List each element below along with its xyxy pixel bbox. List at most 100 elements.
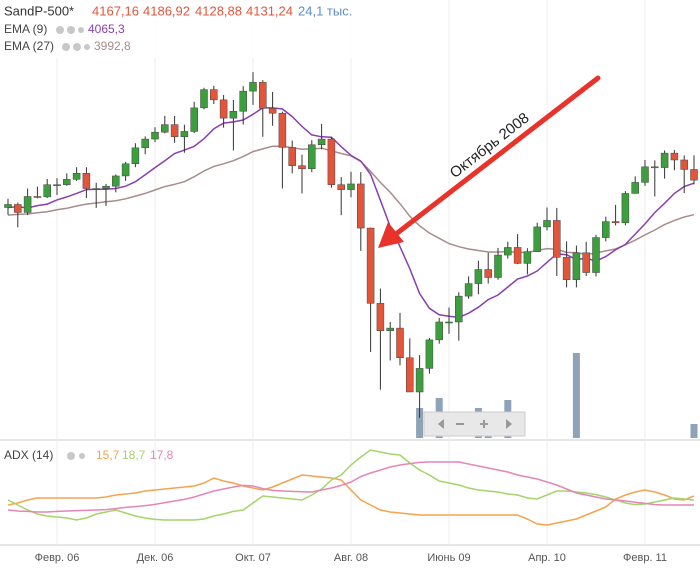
candle-body <box>445 321 453 324</box>
candle-body <box>494 254 502 278</box>
candle-body <box>102 185 110 189</box>
settings-icon[interactable] <box>73 43 81 51</box>
candle-body <box>180 131 189 138</box>
x-tick-label: Февр. 06 <box>35 552 80 564</box>
candle-body <box>386 327 394 331</box>
instrument-title: SandP-500* <box>4 3 74 18</box>
ema-value: 3992,8 <box>94 39 131 53</box>
settings-icon[interactable] <box>67 452 75 460</box>
adx-line <box>7 461 694 513</box>
candle-body <box>504 247 512 256</box>
candle-body <box>396 327 404 358</box>
candle-body <box>141 138 149 149</box>
candle-body <box>690 169 698 181</box>
candle-body <box>435 321 443 341</box>
eye-icon[interactable] <box>56 26 64 34</box>
header-value: 4128,88 <box>195 3 242 18</box>
candle-body <box>680 159 688 170</box>
volume-bar <box>572 353 580 438</box>
candle-body <box>366 227 375 304</box>
header-value: 4186,92 <box>143 3 190 18</box>
candle-body <box>592 237 600 273</box>
candle-body <box>53 184 61 186</box>
candle-body <box>533 226 541 252</box>
scroll-left[interactable] <box>438 419 444 429</box>
candle-body <box>602 221 610 238</box>
candle-body <box>474 269 483 284</box>
ema-name: EMA (27) <box>4 39 54 53</box>
scroll-right[interactable] <box>506 419 512 429</box>
adx-line <box>7 474 695 526</box>
candle-body <box>553 220 561 258</box>
volume-label: 24,1 тыс. <box>298 3 352 18</box>
candle-body <box>239 90 247 112</box>
candle-body <box>229 111 238 119</box>
volume-bar <box>416 408 424 438</box>
candle-body <box>278 112 287 148</box>
candle-body <box>317 138 326 146</box>
candle-body <box>631 182 639 194</box>
header-value: 4131,24 <box>246 3 293 18</box>
candle-body <box>23 196 32 213</box>
candle-body <box>259 82 267 109</box>
candle-body <box>464 283 473 297</box>
candle-body <box>298 165 306 169</box>
candle-body <box>660 152 669 168</box>
candle-body <box>33 196 42 198</box>
candle-body <box>151 131 159 140</box>
x-tick-label: Окт. 07 <box>235 552 271 564</box>
x-tick-label: Дек. 06 <box>137 552 174 564</box>
candle-body <box>337 184 345 190</box>
candle-body <box>376 303 385 331</box>
candle-body <box>406 357 414 393</box>
candle-body <box>523 251 532 264</box>
volume-bar <box>690 424 698 438</box>
legend-icons[interactable] <box>56 26 90 460</box>
candle-body <box>455 295 463 323</box>
annotation-arrow <box>393 75 601 237</box>
candle-body <box>562 257 571 281</box>
candle-body <box>513 247 522 264</box>
adx-value: 15,7 <box>96 448 120 462</box>
close-icon[interactable] <box>78 27 84 33</box>
x-tick-label: Авг. 08 <box>334 552 368 564</box>
candle-body <box>249 82 257 92</box>
x-tick-label: Июнь 09 <box>427 552 470 564</box>
candle-body <box>347 183 355 190</box>
close-icon[interactable] <box>84 44 90 50</box>
ema-value: 4065,3 <box>88 22 125 36</box>
candle-body <box>63 179 71 185</box>
candle-body <box>425 339 434 369</box>
candle-body <box>651 166 659 169</box>
header-value: 4167,16 <box>92 3 139 18</box>
candle-body <box>200 89 208 109</box>
candle-body <box>415 368 424 393</box>
candle-body <box>357 183 365 229</box>
candle-body <box>582 252 590 273</box>
candle-body <box>210 89 218 101</box>
close-icon[interactable] <box>79 453 85 459</box>
candle-body <box>131 147 140 165</box>
candle-body <box>308 144 316 169</box>
candle-body <box>670 152 679 161</box>
candle-body <box>543 220 551 228</box>
candle-body <box>72 173 81 180</box>
adx-values: 15,7 18,7 17,8 <box>96 448 174 462</box>
candle-body <box>288 147 296 166</box>
candle-body <box>621 193 630 223</box>
candle-body <box>219 99 228 119</box>
candle-body <box>112 175 120 187</box>
candle-body <box>268 107 277 114</box>
candle-body <box>161 124 169 133</box>
candle-body <box>170 124 179 138</box>
candle-body <box>572 252 581 281</box>
scroll-controls[interactable] <box>423 411 526 437</box>
candle-body <box>190 107 198 132</box>
adx-value: 18,7 <box>122 448 146 462</box>
settings-icon[interactable] <box>67 26 75 34</box>
eye-icon[interactable] <box>62 43 70 51</box>
candle-body <box>327 138 336 185</box>
annotation-arrowhead <box>378 222 404 248</box>
